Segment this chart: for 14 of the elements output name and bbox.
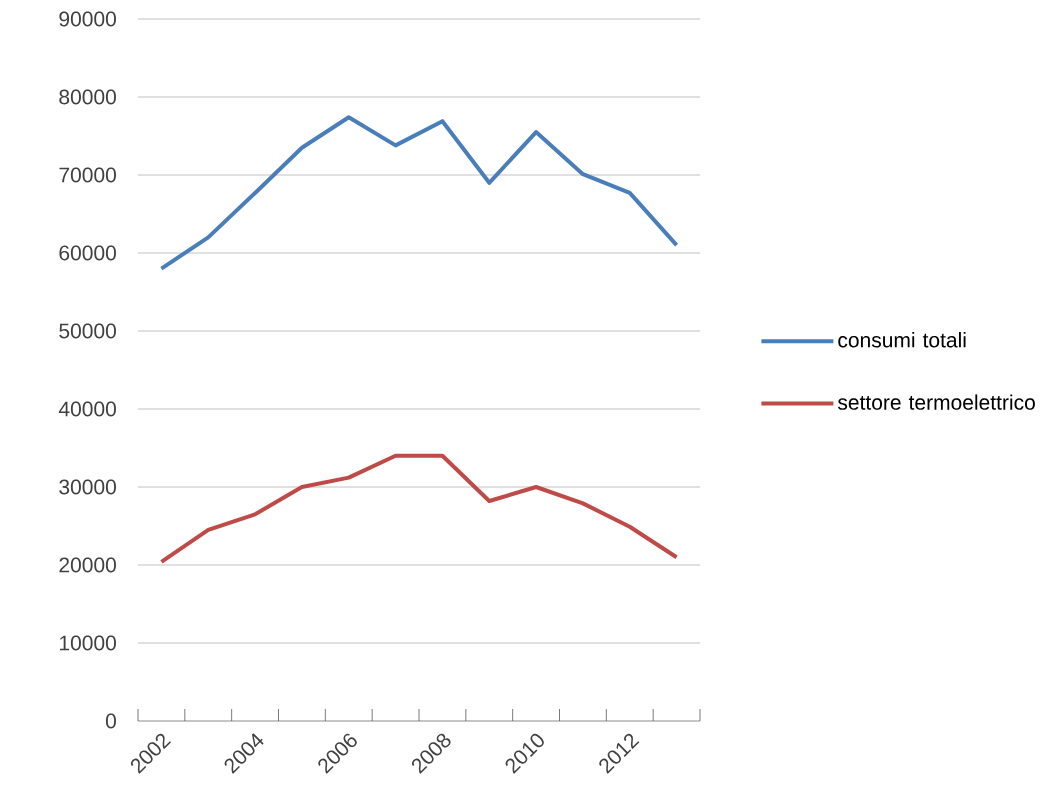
y-tick-label: 60000 — [59, 245, 116, 261]
y-tick-label: 80000 — [59, 89, 116, 105]
y-tick-label: 0 — [105, 713, 116, 729]
legend-label: settore termoelettrico — [837, 394, 1035, 410]
y-tick-label: 50000 — [59, 323, 116, 339]
y-tick-label: 40000 — [58, 401, 116, 417]
line-series — [159, 115, 679, 271]
line-series — [159, 453, 679, 564]
y-tick-label: 70000 — [59, 167, 116, 183]
y-tick-label: 90000 — [59, 11, 116, 27]
y-tick-label: 30000 — [59, 479, 116, 495]
y-tick-label: 20000 — [59, 557, 116, 573]
legend-label: consumi totali — [838, 332, 966, 348]
y-tick-label: 10000 — [60, 635, 116, 651]
